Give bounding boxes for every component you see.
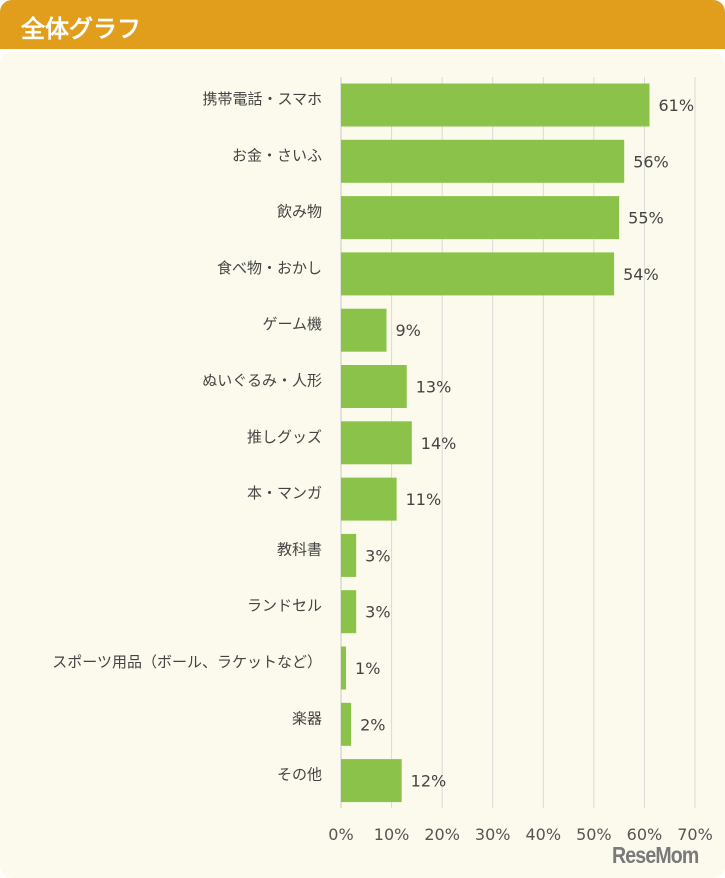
- category-label: 推しグッズ: [247, 428, 322, 446]
- resemom-logo: ReseMom: [612, 842, 699, 868]
- category-label: ランドセル: [247, 597, 322, 615]
- category-label: 食べ物・おかし: [217, 259, 322, 277]
- bar: [341, 646, 347, 690]
- bar: [341, 252, 615, 296]
- data-label: 56%: [633, 152, 669, 171]
- bar: [341, 477, 397, 521]
- category-label: 本・マンガ: [247, 484, 322, 502]
- x-tick-label: 40%: [526, 825, 562, 844]
- page-title: 全体グラフ: [21, 15, 141, 43]
- data-label: 11%: [406, 490, 442, 509]
- category-label: 飲み物: [277, 203, 322, 221]
- category-label: その他: [277, 766, 322, 784]
- data-label: 55%: [628, 209, 664, 228]
- category-label: ぬいぐるみ・人形: [202, 372, 322, 390]
- x-tick-label: 50%: [576, 825, 612, 844]
- data-label: 13%: [416, 378, 452, 397]
- data-label: 3%: [365, 546, 390, 565]
- x-tick-label: 70%: [677, 825, 713, 844]
- bar: [341, 196, 620, 240]
- category-label: 楽器: [292, 709, 322, 727]
- bar: [341, 139, 625, 183]
- bar: [341, 308, 387, 352]
- header-bar: 全体グラフ: [0, 0, 725, 49]
- category-label: お金・さいふ: [232, 146, 322, 164]
- x-tick-label: 0%: [328, 825, 353, 844]
- data-label: 3%: [365, 603, 390, 622]
- data-label: 61%: [658, 96, 694, 115]
- x-tick-label: 30%: [475, 825, 511, 844]
- bar: [341, 759, 402, 803]
- data-label: 1%: [355, 659, 380, 678]
- x-tick-label: 60%: [627, 825, 663, 844]
- data-label: 14%: [421, 434, 457, 453]
- data-label: 2%: [360, 715, 385, 734]
- bar: [341, 533, 357, 577]
- bar: [341, 702, 352, 746]
- bar: [341, 421, 412, 465]
- bar: [341, 365, 407, 408]
- bar: [341, 83, 650, 127]
- data-label: 12%: [411, 772, 447, 791]
- x-tick-label: 10%: [374, 825, 410, 844]
- data-label: 9%: [396, 321, 421, 340]
- x-tick-label: 20%: [424, 825, 460, 844]
- data-label: 54%: [623, 265, 659, 284]
- category-label: スポーツ用品（ボール、ラケットなど）: [52, 653, 322, 671]
- category-label: ゲーム機: [262, 315, 322, 333]
- chart-panel: [0, 52, 725, 878]
- category-label: 携帯電話・スマホ: [202, 90, 322, 108]
- category-label: 教科書: [277, 540, 322, 558]
- bar: [341, 590, 357, 634]
